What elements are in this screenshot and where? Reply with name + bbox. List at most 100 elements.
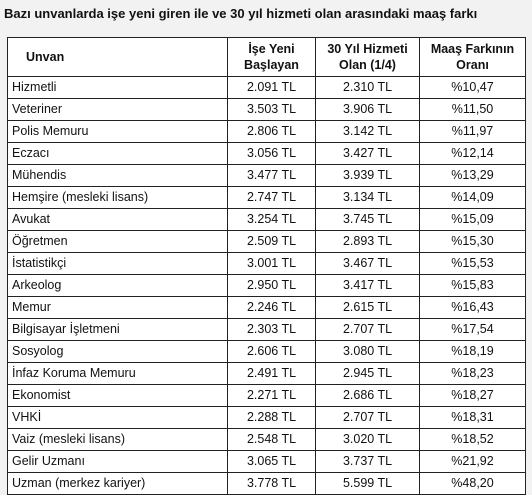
table-row: Mühendis 3.477 TL 3.939 TL %13,29 xyxy=(7,164,526,187)
cell-30-years-salary: 2.615 TL xyxy=(315,296,420,319)
cell-unvan: Eczacı xyxy=(7,142,228,165)
cell-difference-rate: %18,52 xyxy=(419,428,526,451)
header-row: Unvan İşe Yeni Başlayan 30 Yıl Hizmeti Ola… xyxy=(7,37,526,77)
cell-unvan: İstatistikçi xyxy=(7,252,228,275)
cell-difference-rate: %18,31 xyxy=(419,406,526,429)
cell-new-salary: 2.303 TL xyxy=(227,318,316,341)
cell-30-years-salary: 3.906 TL xyxy=(315,98,420,121)
header-30-years: 30 Yıl Hizmeti Olan (1/4) xyxy=(315,37,420,77)
cell-new-salary: 2.548 TL xyxy=(227,428,316,451)
cell-difference-rate: %11,50 xyxy=(419,98,526,121)
cell-difference-rate: %15,09 xyxy=(419,208,526,231)
cell-new-salary: 2.288 TL xyxy=(227,406,316,429)
cell-30-years-salary: 3.080 TL xyxy=(315,340,420,363)
cell-30-years-salary: 3.427 TL xyxy=(315,142,420,165)
cell-30-years-salary: 5.599 TL xyxy=(315,472,420,495)
cell-difference-rate: %15,30 xyxy=(419,230,526,253)
header-unvan-label: Unvan xyxy=(26,50,65,64)
cell-new-salary: 3.001 TL xyxy=(227,252,316,275)
cell-30-years-salary: 2.707 TL xyxy=(315,318,420,341)
table-row: Vaiz (mesleki lisans) 2.548 TL 3.020 TL %18… xyxy=(7,428,526,451)
cell-30-years-salary: 2.707 TL xyxy=(315,406,420,429)
cell-unvan: Veteriner xyxy=(7,98,228,121)
header-difference-line1: Maaş Farkının xyxy=(430,42,515,56)
table-row: Polis Memuru 2.806 TL 3.142 TL %11,97 xyxy=(7,120,526,143)
cell-30-years-salary: 3.745 TL xyxy=(315,208,420,231)
cell-difference-rate: %15,83 xyxy=(419,274,526,297)
cell-new-salary: 3.778 TL xyxy=(227,472,316,495)
cell-difference-rate: %16,43 xyxy=(419,296,526,319)
header-difference: Maaş Farkının Oranı xyxy=(419,37,526,77)
cell-difference-rate: %10,47 xyxy=(419,76,526,99)
header-30-years-line2: Olan (1/4) xyxy=(339,58,396,72)
cell-unvan: Sosyolog xyxy=(7,340,228,363)
cell-unvan: Memur xyxy=(7,296,228,319)
header-unvan: Unvan xyxy=(7,37,228,77)
cell-new-salary: 2.806 TL xyxy=(227,120,316,143)
table-row: Avukat 3.254 TL 3.745 TL %15,09 xyxy=(7,208,526,231)
cell-new-salary: 3.065 TL xyxy=(227,450,316,473)
table-row: Eczacı 3.056 TL 3.427 TL %12,14 xyxy=(7,142,526,165)
header-30-years-line1: 30 Yıl Hizmeti xyxy=(327,42,408,56)
cell-difference-rate: %17,54 xyxy=(419,318,526,341)
table-row: Hemşire (mesleki lisans) 2.747 TL 3.134 TL… xyxy=(7,186,526,209)
cell-difference-rate: %12,14 xyxy=(419,142,526,165)
header-difference-line2: Oranı xyxy=(456,58,489,72)
cell-30-years-salary: 3.417 TL xyxy=(315,274,420,297)
cell-unvan: Vaiz (mesleki lisans) xyxy=(7,428,228,451)
table-row: VHKİ 2.288 TL 2.707 TL %18,31 xyxy=(7,406,526,429)
cell-unvan: Hizmetli xyxy=(7,76,228,99)
table-row: İstatistikçi 3.001 TL 3.467 TL %15,53 xyxy=(7,252,526,275)
salary-table: Unvan İşe Yeni Başlayan 30 Yıl Hizmeti Ola… xyxy=(7,37,526,495)
table-row: İnfaz Koruma Memuru 2.491 TL 2.945 TL %18,2… xyxy=(7,362,526,385)
cell-new-salary: 3.503 TL xyxy=(227,98,316,121)
cell-new-salary: 2.747 TL xyxy=(227,186,316,209)
table-row: Veteriner 3.503 TL 3.906 TL %11,50 xyxy=(7,98,526,121)
cell-unvan: Öğretmen xyxy=(7,230,228,253)
cell-difference-rate: %18,19 xyxy=(419,340,526,363)
cell-30-years-salary: 3.737 TL xyxy=(315,450,420,473)
cell-30-years-salary: 3.467 TL xyxy=(315,252,420,275)
cell-unvan: Mühendis xyxy=(7,164,228,187)
table-row: Hizmetli 2.091 TL 2.310 TL %10,47 xyxy=(7,76,526,99)
cell-difference-rate: %18,23 xyxy=(419,362,526,385)
cell-unvan: Polis Memuru xyxy=(7,120,228,143)
table-row: Arkeolog 2.950 TL 3.417 TL %15,83 xyxy=(7,274,526,297)
cell-new-salary: 2.271 TL xyxy=(227,384,316,407)
table-row: Öğretmen 2.509 TL 2.893 TL %15,30 xyxy=(7,230,526,253)
table-row: Ekonomist 2.271 TL 2.686 TL %18,27 xyxy=(7,384,526,407)
cell-new-salary: 2.491 TL xyxy=(227,362,316,385)
cell-30-years-salary: 2.310 TL xyxy=(315,76,420,99)
cell-unvan: Gelir Uzmanı xyxy=(7,450,228,473)
cell-30-years-salary: 2.945 TL xyxy=(315,362,420,385)
table-body: Hizmetli 2.091 TL 2.310 TL %10,47 Veteriner 3… xyxy=(7,76,526,495)
header-new-line2: Başlayan xyxy=(244,58,299,72)
cell-30-years-salary: 3.134 TL xyxy=(315,186,420,209)
cell-new-salary: 2.091 TL xyxy=(227,76,316,99)
table-row: Uzman (merkez kariyer) 3.778 TL 5.599 TL %4… xyxy=(7,472,526,495)
cell-difference-rate: %11,97 xyxy=(419,120,526,143)
cell-30-years-salary: 2.893 TL xyxy=(315,230,420,253)
cell-difference-rate: %21,92 xyxy=(419,450,526,473)
cell-difference-rate: %14,09 xyxy=(419,186,526,209)
header-new-line1: İşe Yeni xyxy=(248,42,295,56)
table-header: Unvan İşe Yeni Başlayan 30 Yıl Hizmeti Ola… xyxy=(7,37,526,77)
cell-new-salary: 3.056 TL xyxy=(227,142,316,165)
cell-30-years-salary: 2.686 TL xyxy=(315,384,420,407)
cell-30-years-salary: 3.939 TL xyxy=(315,164,420,187)
cell-unvan: VHKİ xyxy=(7,406,228,429)
table-row: Bilgisayar İşletmeni 2.303 TL 2.707 TL %17,… xyxy=(7,318,526,341)
cell-unvan: Avukat xyxy=(7,208,228,231)
cell-new-salary: 2.950 TL xyxy=(227,274,316,297)
cell-30-years-salary: 3.142 TL xyxy=(315,120,420,143)
cell-new-salary: 3.254 TL xyxy=(227,208,316,231)
cell-unvan: Arkeolog xyxy=(7,274,228,297)
table-row: Memur 2.246 TL 2.615 TL %16,43 xyxy=(7,296,526,319)
cell-difference-rate: %15,53 xyxy=(419,252,526,275)
cell-unvan: İnfaz Koruma Memuru xyxy=(7,362,228,385)
table-row: Gelir Uzmanı 3.065 TL 3.737 TL %21,92 xyxy=(7,450,526,473)
cell-unvan: Bilgisayar İşletmeni xyxy=(7,318,228,341)
cell-unvan: Ekonomist xyxy=(7,384,228,407)
header-new: İşe Yeni Başlayan xyxy=(227,37,316,77)
cell-difference-rate: %18,27 xyxy=(419,384,526,407)
